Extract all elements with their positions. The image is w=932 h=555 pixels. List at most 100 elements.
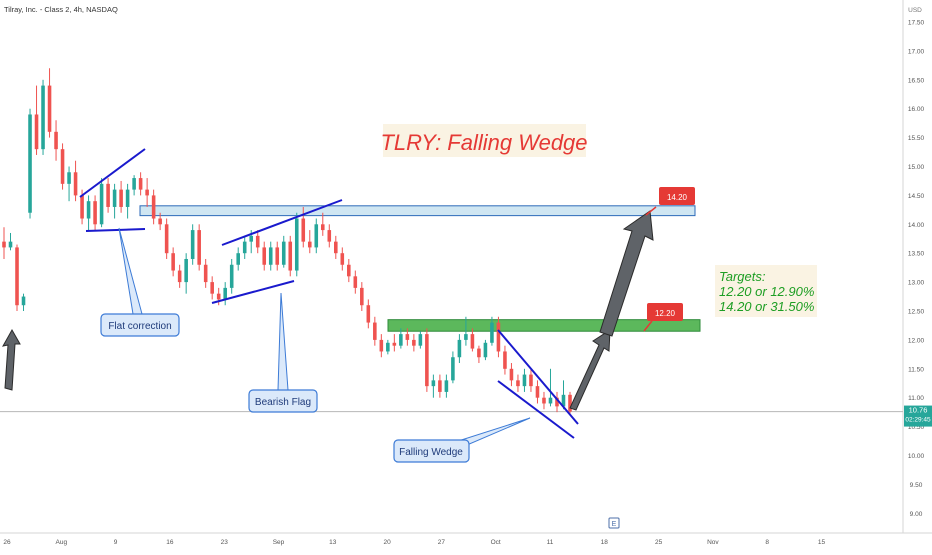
candle — [548, 368, 553, 407]
candle-body — [457, 339, 462, 358]
flat-callout-label: Flat correction — [108, 321, 171, 332]
candle-body — [262, 247, 267, 265]
candle — [516, 374, 520, 392]
candle — [125, 183, 130, 219]
candle-body — [347, 264, 351, 277]
price-tick-label: 13.50 — [908, 251, 925, 258]
flag-lower-line[interactable] — [211, 280, 295, 304]
candle-body — [275, 247, 280, 265]
flat-upper-line[interactable] — [79, 148, 146, 198]
candle-body — [2, 241, 6, 248]
candle — [464, 316, 468, 346]
left-up-arrow — [2, 328, 21, 391]
flag-callout-label: Bearish Flag — [255, 397, 311, 408]
candle-body — [21, 296, 26, 306]
price-axis[interactable] — [903, 0, 932, 533]
lower-target-tag[interactable]: 12.20 — [643, 303, 683, 332]
earnings-marker-label: E — [612, 521, 617, 528]
candle — [412, 334, 416, 352]
wedge-upper-line[interactable] — [497, 329, 579, 425]
candle-body — [119, 189, 123, 207]
time-tick-label: 23 — [221, 539, 229, 546]
arrow-to-upper-target — [599, 210, 654, 337]
candle-body — [327, 230, 332, 242]
candle-body — [67, 172, 71, 184]
candle — [86, 195, 91, 231]
candle-body — [249, 235, 254, 242]
candle — [112, 183, 117, 219]
candle — [542, 391, 546, 410]
lower-target-zone[interactable] — [387, 319, 701, 332]
candle — [93, 195, 97, 231]
candle-body — [307, 241, 312, 248]
candle-body — [483, 342, 488, 358]
candle — [340, 247, 345, 271]
candle — [294, 212, 299, 277]
bearish-flag-callout[interactable]: Bearish Flag — [248, 292, 318, 413]
targets-line-2: 14.20 or 31.50% — [719, 299, 814, 314]
candle — [470, 328, 475, 352]
candle-body — [477, 348, 481, 358]
flat-correction-callout[interactable]: Flat correction — [100, 227, 180, 337]
candle-body — [529, 374, 533, 387]
candle — [73, 160, 78, 202]
time-tick-label: 8 — [765, 539, 769, 546]
candle — [171, 247, 175, 277]
arrow-to-lower-target — [569, 329, 611, 411]
candle — [190, 224, 195, 265]
candle — [275, 241, 280, 271]
time-tick-label: Oct — [491, 539, 501, 546]
candle — [41, 79, 45, 155]
candle — [268, 241, 273, 271]
headline-annotation[interactable]: TLRY: Falling Wedge — [380, 124, 588, 157]
candle-body — [236, 253, 240, 265]
candle — [366, 299, 371, 329]
candle-body — [223, 287, 227, 300]
lower-tag-label: 12.20 — [655, 309, 676, 318]
candle-body — [151, 195, 156, 219]
price-tick-label: 12.50 — [908, 309, 925, 316]
candle-body — [125, 189, 130, 207]
candle — [444, 374, 449, 398]
candle — [327, 224, 332, 248]
candle — [158, 212, 162, 231]
candle — [2, 227, 6, 259]
candle-body — [340, 253, 345, 265]
upper-target-zone[interactable] — [139, 205, 696, 217]
flat-lower-line[interactable] — [85, 228, 146, 232]
time-tick-label: 18 — [601, 539, 609, 546]
resistance-zone-lower[interactable] — [387, 319, 701, 332]
candle — [451, 351, 455, 384]
current-price-badge[interactable]: 10.76 02:29:45 — [904, 405, 932, 427]
lower-tag-pointer — [643, 320, 653, 332]
candle — [334, 235, 338, 259]
candle-body — [438, 380, 442, 392]
headline-background — [383, 124, 586, 157]
candle-body — [106, 183, 110, 207]
candle-body — [522, 374, 527, 387]
candle — [132, 175, 136, 196]
earnings-marker[interactable]: E — [608, 517, 620, 529]
trendlines[interactable] — [79, 148, 579, 439]
wedge-lower-line[interactable] — [497, 380, 575, 439]
candle — [392, 334, 397, 352]
candle-body — [503, 351, 507, 369]
candle-body — [548, 397, 553, 404]
candle-body — [405, 334, 410, 340]
candle-body — [229, 264, 234, 288]
candle — [535, 380, 540, 404]
candle — [151, 189, 156, 225]
targets-note[interactable]: Targets: — [715, 265, 817, 317]
candle-body — [431, 380, 436, 387]
flag-upper-line[interactable] — [221, 199, 343, 246]
falling-wedge-callout[interactable]: Falling Wedge — [393, 417, 531, 463]
resistance-zone-upper[interactable] — [139, 205, 696, 217]
candle — [320, 212, 325, 236]
time-tick-label: 25 — [655, 539, 663, 546]
headline-text: TLRY: Falling Wedge — [380, 130, 587, 155]
upper-target-tag[interactable]: 14.20 — [645, 187, 695, 216]
candle-body — [386, 342, 390, 352]
candle — [418, 331, 423, 349]
